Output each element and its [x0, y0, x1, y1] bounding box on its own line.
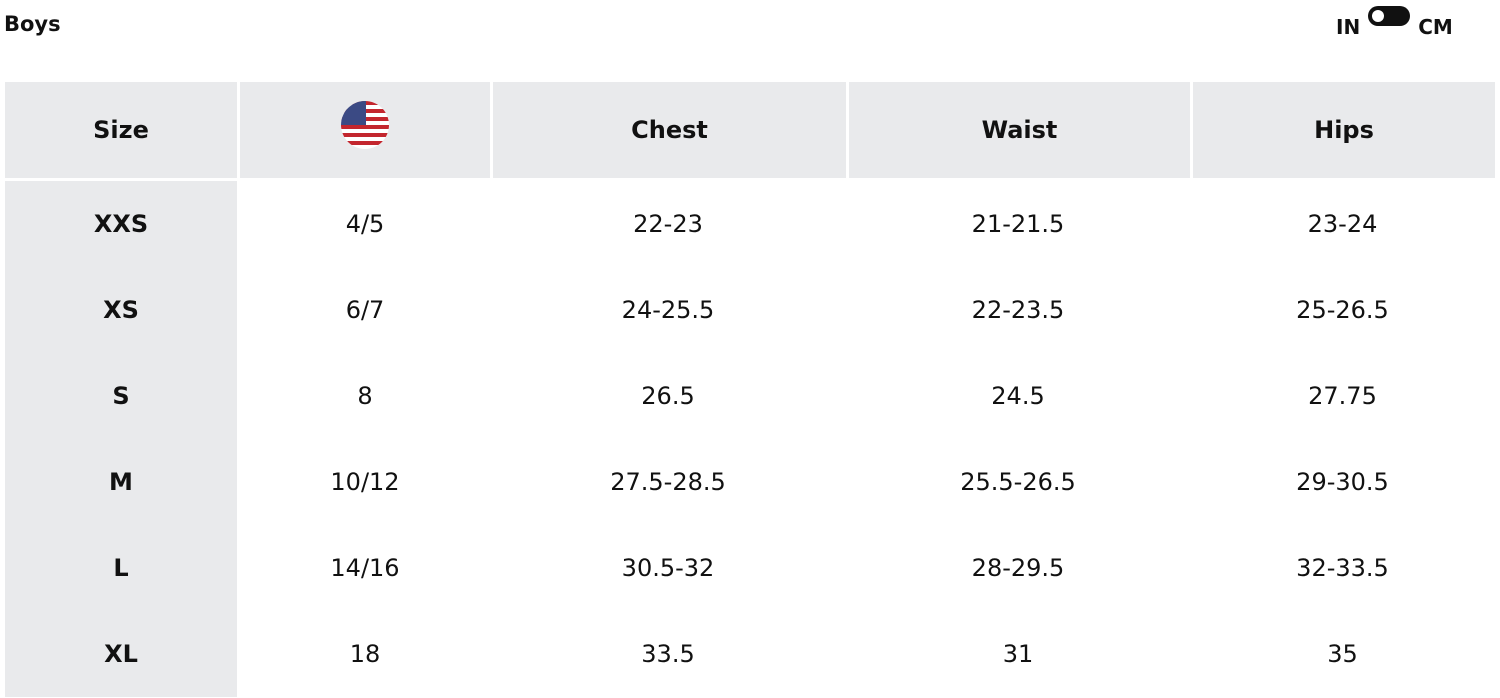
cell-size: XL — [5, 611, 237, 697]
cell-hips: 27.75 — [1308, 382, 1377, 410]
page-title: Boys — [4, 12, 61, 36]
cell-waist: 28-29.5 — [971, 554, 1065, 582]
header-waist: Waist — [846, 82, 1190, 181]
cell-chest: 30.5-32 — [621, 554, 715, 582]
cell-us-size: 14/16 — [237, 525, 490, 611]
table-row: M 10/12 27.5-28.5 25.5-26.5 29-30.5 — [5, 439, 1495, 525]
cell-waist: 21-21.5 — [971, 210, 1065, 238]
cell-waist: 24.5 — [991, 382, 1045, 410]
header-us-size — [237, 82, 490, 181]
cell-waist: 22-23.5 — [971, 296, 1065, 324]
unit-cm-label[interactable]: CM — [1418, 15, 1453, 39]
cell-hips: 25-26.5 — [1296, 296, 1389, 324]
toggle-knob — [1372, 10, 1385, 22]
cell-size: M — [5, 439, 237, 525]
us-flag-icon — [341, 101, 389, 149]
unit-toggle-group: IN CM — [1336, 6, 1453, 39]
cell-us-size: 8 — [237, 353, 490, 439]
cell-chest: 27.5-28.5 — [610, 468, 726, 496]
cell-size: XS — [5, 267, 237, 353]
cell-chest: 22-23 — [633, 210, 703, 238]
cell-hips: 23-24 — [1307, 210, 1378, 238]
table-header-row: Size Chest Waist Hips — [5, 82, 1495, 181]
cell-us-size: 4/5 — [237, 181, 490, 267]
size-chart-table: Size Chest Waist Hips XXS 4/5 22-23 21-21.5 — [5, 82, 1495, 697]
table-row: XS 6/7 24-25.5 22-23.5 25-26.5 — [5, 267, 1495, 353]
header-chest: Chest — [490, 82, 846, 181]
cell-chest: 33.5 — [641, 640, 695, 668]
cell-waist: 31 — [1002, 640, 1034, 668]
cell-size: XXS — [5, 181, 237, 267]
cell-us-size: 10/12 — [237, 439, 490, 525]
cell-hips: 35 — [1327, 640, 1358, 668]
table-row: XL 18 33.5 31 35 — [5, 611, 1495, 697]
cell-hips: 29-30.5 — [1296, 468, 1389, 496]
header-size: Size — [5, 82, 237, 181]
table-row: S 8 26.5 24.5 27.75 — [5, 353, 1495, 439]
cell-us-size: 18 — [237, 611, 490, 697]
table-row: XXS 4/5 22-23 21-21.5 23-24 — [5, 181, 1495, 267]
cell-us-size: 6/7 — [237, 267, 490, 353]
table-row: L 14/16 30.5-32 28-29.5 32-33.5 — [5, 525, 1495, 611]
header-hips: Hips — [1190, 82, 1495, 181]
cell-size: L — [5, 525, 237, 611]
cell-size: S — [5, 353, 237, 439]
cell-chest: 26.5 — [641, 382, 695, 410]
unit-in-label[interactable]: IN — [1336, 15, 1361, 39]
cell-waist: 25.5-26.5 — [960, 468, 1076, 496]
cell-hips: 32-33.5 — [1296, 554, 1389, 582]
cell-chest: 24-25.5 — [621, 296, 715, 324]
unit-toggle-switch[interactable] — [1368, 6, 1411, 26]
